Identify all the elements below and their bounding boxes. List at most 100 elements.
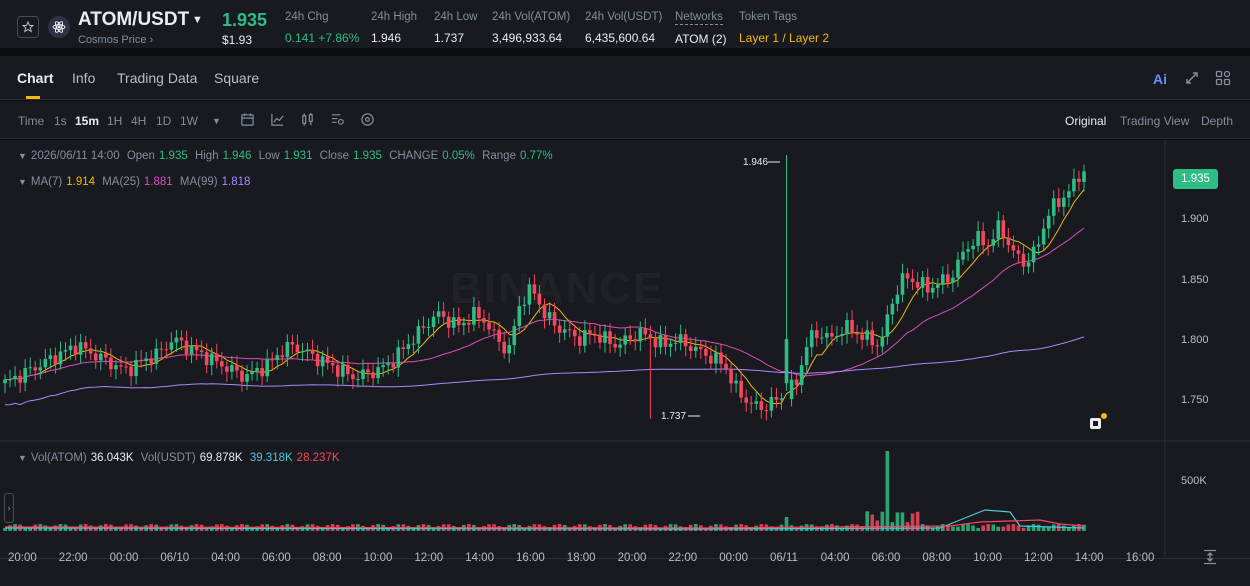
candle-body <box>1041 228 1046 245</box>
favorite-star-icon[interactable] <box>17 16 39 38</box>
pair-title[interactable]: ATOM/USDT <box>78 9 190 30</box>
tab-info[interactable]: Info <box>72 70 96 86</box>
candle-body <box>1062 197 1066 207</box>
candle-body <box>724 363 728 369</box>
volume-bar <box>865 511 869 531</box>
chart-settings-icon[interactable] <box>330 112 346 128</box>
time-tick: 08:00 <box>922 552 952 564</box>
volume-tick: 500K <box>1181 475 1207 487</box>
timeframe-1w[interactable]: 1W <box>180 114 198 128</box>
expand-icon[interactable] <box>1184 70 1200 86</box>
tab-square[interactable]: Square <box>214 70 260 86</box>
candle-body <box>1016 250 1021 254</box>
candle-body <box>537 293 542 305</box>
candle-body <box>875 345 880 347</box>
timeframe-1h[interactable]: 1H <box>107 114 123 128</box>
candle-body <box>784 339 789 384</box>
candle-body <box>633 339 638 342</box>
volume-bar <box>68 526 73 531</box>
candle-body <box>250 370 254 375</box>
time-tick: 08:00 <box>312 552 342 564</box>
candle-body <box>406 344 411 350</box>
candle-body <box>971 245 975 250</box>
candle-body <box>315 353 320 367</box>
candle-body <box>890 303 895 315</box>
candle-body <box>33 367 38 371</box>
candle-body <box>562 329 567 333</box>
time-tick: 06:00 <box>262 552 291 564</box>
time-tick: 00:00 <box>719 552 748 564</box>
timeframe-1s[interactable]: 1s <box>54 114 67 128</box>
candle-body <box>154 348 159 364</box>
timeframe-15m[interactable]: 15m <box>75 114 100 128</box>
price-chart[interactable] <box>0 140 1250 586</box>
volume-bar <box>366 527 370 531</box>
chevron-down-icon[interactable]: ▼ <box>192 14 203 26</box>
indicator-icon[interactable] <box>270 112 286 128</box>
layout-grid-icon[interactable] <box>1215 70 1231 86</box>
candle-body <box>189 345 194 355</box>
candle-body <box>275 355 280 361</box>
stat-token-tags[interactable]: Token Tags Layer 1 / Layer 2 <box>739 11 830 45</box>
last-price-usd: $1.93 <box>222 33 253 47</box>
tab-chart[interactable]: Chart <box>17 70 54 86</box>
candle-body <box>623 335 627 345</box>
stat-24h-low: 24h Low 1.737 <box>434 11 478 45</box>
volume-bar <box>23 526 27 531</box>
candle-body <box>729 368 733 384</box>
view-original[interactable]: Original <box>1065 114 1107 128</box>
candle-body <box>104 353 108 358</box>
candle-body <box>73 345 78 355</box>
candle-body <box>98 353 103 361</box>
chart-tabs: Chart Info Trading Data Square Ai <box>0 56 1250 100</box>
timeframe-time[interactable]: Time <box>18 114 45 128</box>
timeframe-dropdown-icon[interactable]: ▼ <box>212 116 221 126</box>
timeframe-4h[interactable]: 4H <box>131 114 147 128</box>
candle-body <box>214 353 219 362</box>
price-tick: 1.750 <box>1181 394 1209 406</box>
candle-body <box>1031 246 1036 263</box>
ai-button[interactable]: Ai <box>1153 71 1167 87</box>
volume-bar <box>184 527 189 531</box>
candle-body <box>744 397 748 403</box>
candle-body <box>235 365 239 371</box>
candle-body <box>225 366 229 372</box>
calendar-icon[interactable] <box>240 112 256 128</box>
stat-networks[interactable]: Networks ATOM (2) <box>675 11 727 46</box>
view-trading-view[interactable]: Trading View <box>1120 114 1190 128</box>
candle-body <box>754 401 759 404</box>
candle-body <box>986 245 991 247</box>
timeframe-1d[interactable]: 1D <box>156 114 172 128</box>
volume-bar <box>1016 525 1021 531</box>
volume-bar <box>885 451 890 531</box>
candle-body <box>426 326 431 328</box>
fit-chart-icon[interactable] <box>1202 549 1218 565</box>
time-tick: 06/10 <box>160 552 190 564</box>
candle-body <box>825 332 829 338</box>
volume-ma-line <box>4 519 1085 529</box>
volume-bar <box>840 527 844 531</box>
time-tick: 12:00 <box>414 552 444 564</box>
ma-info-line: ▼ MA(7) 1.914 MA(25) 1.881 MA(99) 1.818 <box>18 176 251 188</box>
assistant-icon[interactable] <box>1088 412 1108 432</box>
candle-body <box>704 348 708 356</box>
view-depth[interactable]: Depth <box>1201 114 1234 128</box>
target-icon[interactable] <box>360 112 376 128</box>
candle-body <box>1082 171 1086 182</box>
candle-body <box>512 326 517 346</box>
candle-body <box>517 306 522 327</box>
panel-collapse-handle[interactable]: › <box>4 493 14 523</box>
candle-body <box>1046 215 1051 229</box>
candle-body <box>557 325 562 333</box>
pair-subtitle[interactable]: Cosmos Price › <box>78 34 154 46</box>
candle-body <box>719 352 723 364</box>
candle-type-icon[interactable] <box>300 112 316 128</box>
time-tick: 16:00 <box>516 552 545 564</box>
candle-body <box>830 332 834 337</box>
candle-body <box>356 379 360 381</box>
tab-trading-data[interactable]: Trading Data <box>117 70 198 86</box>
candle-body <box>270 359 275 361</box>
candle-body <box>381 365 385 368</box>
time-tick: 10:00 <box>363 552 393 564</box>
